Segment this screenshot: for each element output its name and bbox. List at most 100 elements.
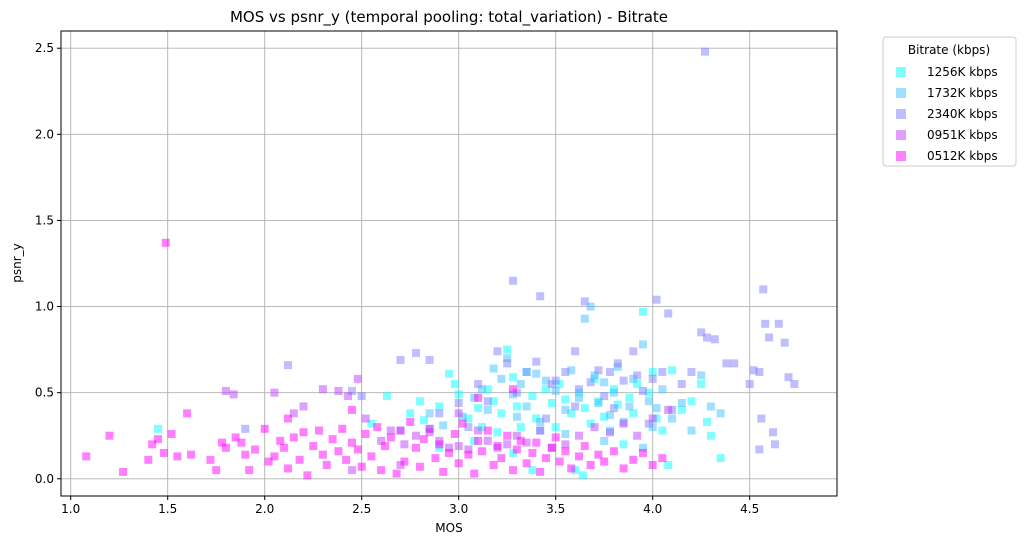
data-point xyxy=(361,414,370,423)
data-point xyxy=(392,469,401,478)
legend-label: 0512K kbps xyxy=(927,149,998,163)
data-point xyxy=(516,380,525,389)
data-point xyxy=(412,443,421,452)
data-point xyxy=(512,431,521,440)
data-point xyxy=(613,359,622,368)
data-point xyxy=(477,385,486,394)
data-point xyxy=(470,469,479,478)
y-tick-label: 0.0 xyxy=(35,472,54,486)
data-point xyxy=(406,409,415,418)
data-point xyxy=(677,405,686,414)
data-point xyxy=(580,404,589,413)
data-point xyxy=(571,347,580,356)
data-point xyxy=(419,416,428,425)
data-point xyxy=(425,409,434,418)
data-point xyxy=(509,276,518,285)
data-point xyxy=(629,347,638,356)
data-point xyxy=(260,424,269,433)
data-point xyxy=(716,454,725,463)
data-point xyxy=(445,448,453,457)
data-point xyxy=(687,397,696,406)
x-tick-label: 4.5 xyxy=(740,502,759,516)
data-point xyxy=(606,368,615,376)
x-tick-label: 1.0 xyxy=(61,502,80,516)
data-point xyxy=(435,440,444,449)
legend-label: 1732K kbps xyxy=(927,86,998,100)
y-axis-label: psnr_y xyxy=(10,243,24,283)
data-point xyxy=(551,376,560,385)
data-point xyxy=(701,47,710,56)
x-axis-label: MOS xyxy=(435,521,462,535)
data-point xyxy=(745,380,754,389)
data-point xyxy=(677,399,686,407)
data-point xyxy=(536,417,545,426)
data-point xyxy=(561,368,570,376)
data-point xyxy=(759,285,768,294)
data-point xyxy=(82,452,91,461)
data-point xyxy=(609,447,618,456)
data-point xyxy=(625,402,634,411)
data-point xyxy=(706,402,715,411)
data-point xyxy=(483,397,492,406)
data-point xyxy=(270,388,279,397)
data-point xyxy=(625,393,634,402)
y-tick-label: 1.5 xyxy=(35,213,54,227)
data-point xyxy=(594,450,603,459)
data-point xyxy=(386,426,395,435)
data-point xyxy=(353,445,362,454)
data-point xyxy=(629,455,638,464)
data-point xyxy=(730,359,739,368)
data-point xyxy=(697,380,706,389)
data-point xyxy=(648,368,657,376)
data-point xyxy=(425,355,434,364)
data-point xyxy=(445,369,453,378)
data-point xyxy=(334,447,343,456)
data-point xyxy=(580,314,589,323)
data-point xyxy=(561,430,570,438)
data-point xyxy=(600,392,609,401)
data-point xyxy=(580,297,589,306)
data-point xyxy=(606,411,615,420)
data-point xyxy=(664,309,673,318)
data-point xyxy=(309,442,318,451)
data-point xyxy=(464,450,473,459)
data-point xyxy=(377,436,386,445)
data-point xyxy=(412,349,421,358)
data-point xyxy=(454,459,463,468)
data-point xyxy=(396,355,405,364)
data-point xyxy=(586,378,595,387)
data-point xyxy=(784,373,793,382)
data-point xyxy=(154,424,162,433)
data-point xyxy=(338,424,347,433)
data-point xyxy=(639,386,647,395)
data-point xyxy=(454,390,463,399)
data-point xyxy=(664,461,673,469)
data-point xyxy=(148,440,157,449)
data-point xyxy=(445,443,453,452)
data-point xyxy=(668,414,677,423)
data-point xyxy=(270,452,279,461)
data-point xyxy=(400,457,409,466)
data-point xyxy=(551,386,560,395)
data-point xyxy=(474,380,483,389)
x-tick-label: 2.0 xyxy=(255,502,274,516)
data-point xyxy=(348,466,356,475)
x-tick-label: 3.5 xyxy=(546,502,565,516)
data-point xyxy=(639,307,647,316)
data-point xyxy=(415,462,424,471)
data-point xyxy=(542,454,550,463)
data-point xyxy=(276,436,285,445)
chart-title: MOS vs psnr_y (temporal pooling: total_v… xyxy=(230,8,668,27)
data-point xyxy=(551,433,560,442)
data-point xyxy=(245,466,254,475)
data-point xyxy=(367,419,376,428)
data-point xyxy=(600,457,609,466)
data-point xyxy=(299,402,308,411)
data-point xyxy=(283,414,292,423)
data-point xyxy=(528,448,537,457)
data-point xyxy=(221,443,230,452)
data-point xyxy=(658,385,667,394)
data-point xyxy=(489,364,498,373)
data-point xyxy=(464,445,473,454)
